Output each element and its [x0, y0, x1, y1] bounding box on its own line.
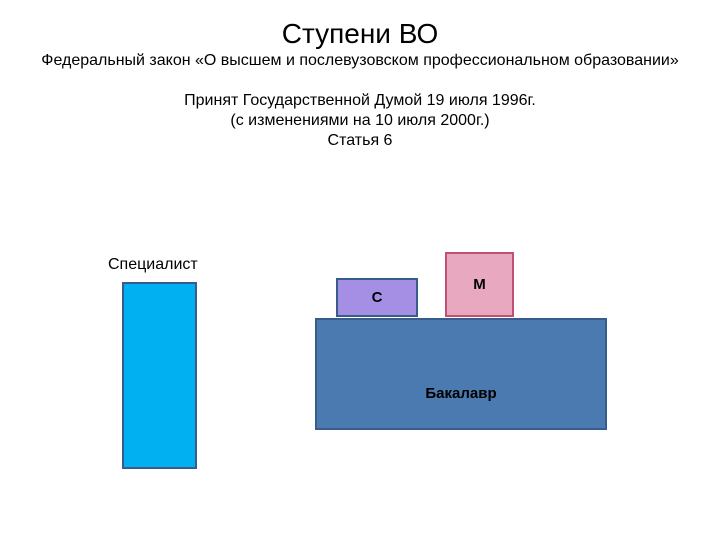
slide-stage: Ступени ВО Федеральный закон «О высшем и…: [0, 0, 720, 540]
slide-subtitle-3: (с изменениями на 10 июля 2000г.): [0, 112, 720, 130]
bachelor-label: Бакалавр: [425, 385, 496, 402]
specialist-label: Специалист: [108, 256, 198, 274]
slide-subtitle-2: Принят Государственной Думой 19 июля 199…: [0, 92, 720, 110]
slide-subtitle-4: Статья 6: [0, 132, 720, 150]
m-label: М: [473, 276, 486, 293]
c-label: С: [372, 289, 383, 306]
c-box: С: [336, 278, 418, 317]
slide-title: Ступени ВО: [0, 18, 720, 50]
m-box: М: [445, 252, 514, 317]
specialist-box: [122, 282, 197, 469]
bachelor-box: Бакалавр: [315, 318, 607, 430]
slide-subtitle-1: Федеральный закон «О высшем и послевузов…: [0, 52, 720, 70]
